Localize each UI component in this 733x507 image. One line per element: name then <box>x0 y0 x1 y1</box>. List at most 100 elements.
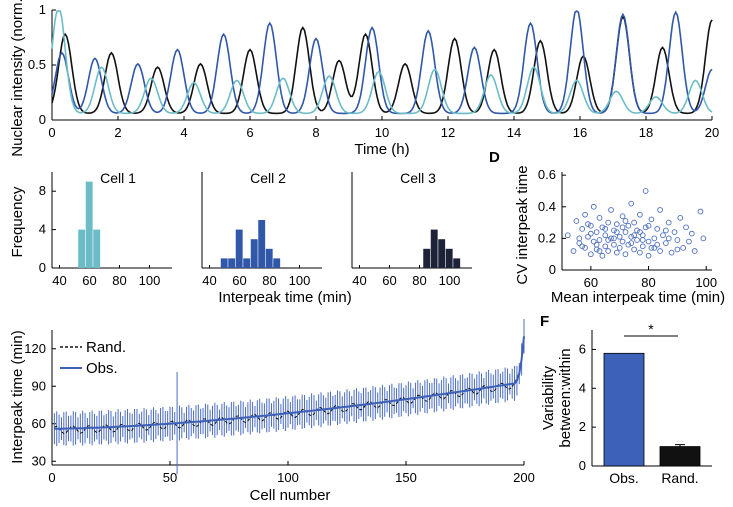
x-tick-label: 100 <box>439 273 461 288</box>
scatter-point <box>700 235 707 242</box>
variability-category-label: Rand. <box>661 470 698 486</box>
scatter-point <box>642 224 649 231</box>
scatter-point <box>576 235 583 242</box>
significance-star: * <box>648 321 654 337</box>
histogram-bar <box>85 181 93 268</box>
legend-rand-label: Rand. <box>86 339 126 356</box>
timecourse-x-ticks: 0 2 4 6 8 10 12 14 16 18 20 <box>48 116 719 140</box>
histogram-panel-3: Cell 3 40 60 80 100 <box>351 170 472 288</box>
scatter-point <box>599 224 606 231</box>
histogram-panel-2: Cell 2 40 60 80 100 <box>201 170 322 288</box>
scatter-point <box>611 227 617 234</box>
scatter-point <box>645 222 652 229</box>
scatter-point <box>582 211 588 218</box>
y-tick-label: 60 <box>32 416 46 431</box>
scatter-point <box>688 230 695 237</box>
scatter-point <box>587 251 594 258</box>
scatter-point <box>570 248 577 254</box>
scatter-point <box>691 248 698 254</box>
scatter-point <box>657 248 663 254</box>
scatter-point <box>645 238 652 245</box>
scatter-point <box>628 200 635 207</box>
scatter-point <box>596 237 603 243</box>
histogram-group: Cell 1 0 4 8 40 60 80 100 Cell 2 40 60 80 100 Cell 3 4… <box>39 170 472 288</box>
scatter-point <box>665 219 672 226</box>
scatter-point <box>622 218 629 224</box>
x-tick-label: 50 <box>163 470 177 485</box>
x-tick-label: 200 <box>513 470 535 485</box>
scatter-point <box>665 235 672 242</box>
histogram-bar <box>445 248 453 268</box>
y-tick-label: 0.5 <box>28 57 46 72</box>
timecourse-xlabel: Time (h) <box>354 141 409 158</box>
scatter-point <box>657 207 663 213</box>
x-tick-label: 60 <box>584 275 598 290</box>
variability-category-label: Obs. <box>609 470 639 486</box>
y-tick-label: 0.2 <box>538 230 556 245</box>
scatter-point <box>593 229 600 235</box>
y-tick-label: 0.4 <box>538 199 556 214</box>
scatter-point <box>602 232 609 239</box>
scatter-point <box>697 208 704 215</box>
histogram-bar <box>93 229 101 268</box>
y-tick-label: 120 <box>24 341 46 356</box>
scatter-point <box>593 241 600 248</box>
scatter-point <box>631 219 637 226</box>
y-tick-label: 8 <box>39 183 46 198</box>
x-tick-label: 4 <box>180 125 187 140</box>
scatter-point <box>677 214 684 221</box>
scatter-point <box>654 241 661 248</box>
cv-scatter-ylabel: CV interpeak time <box>514 165 531 284</box>
x-tick-label: 40 <box>352 273 366 288</box>
scatter-point <box>628 233 635 240</box>
histogram-title: Cell 3 <box>400 170 436 186</box>
x-tick-label: 2 <box>114 125 121 140</box>
scatter-point <box>683 224 689 231</box>
histogram-bar <box>265 248 273 268</box>
y-tick-label: 1 <box>39 2 46 17</box>
scatter-point <box>613 249 620 256</box>
scatter-point <box>608 235 614 242</box>
scatter-point <box>599 252 606 259</box>
histogram-bar <box>438 239 446 268</box>
scatter-point <box>602 243 609 250</box>
histogram-bar <box>273 258 281 268</box>
scatter-point <box>605 248 612 254</box>
cv-scatter-points <box>564 188 707 259</box>
scatter-point <box>582 245 588 251</box>
x-tick-label: 80 <box>112 273 126 288</box>
x-tick-label: 6 <box>246 125 253 140</box>
scatter-point <box>619 224 626 231</box>
x-tick-label: 60 <box>382 273 396 288</box>
scatter-point <box>564 232 571 239</box>
x-tick-label: 40 <box>202 273 216 288</box>
interpeak-lines <box>54 336 525 435</box>
x-tick-label: 40 <box>52 273 66 288</box>
scatter-point <box>662 240 669 246</box>
scatter-point <box>642 188 649 194</box>
y-tick-label: 2 <box>579 419 586 434</box>
scatter-point <box>590 238 597 245</box>
scatter-point <box>573 218 580 224</box>
scatter-point <box>585 233 591 240</box>
scatter-point <box>628 240 635 246</box>
scatter-point <box>668 249 675 256</box>
scatter-point <box>637 211 643 218</box>
histogram-ylabel: Frequency <box>9 186 26 257</box>
x-tick-label: 80 <box>641 275 655 290</box>
scatter-point <box>611 235 617 242</box>
scatter-point <box>605 237 612 243</box>
histogram-bar <box>228 258 236 268</box>
interpeak-legend: Rand. Obs. <box>60 339 126 377</box>
x-tick-label: 0 <box>48 470 55 485</box>
scatter-point <box>680 245 687 251</box>
scatter-point <box>596 248 603 254</box>
scatter-point <box>645 252 652 259</box>
scatter-point <box>579 226 586 232</box>
histogram-panels: Frequency Cell 1 0 4 8 40 60 80 100 Cell 2 40 60 80… <box>9 170 472 306</box>
histogram-bar <box>453 258 461 268</box>
x-tick-label: 20 <box>705 125 719 140</box>
y-tick-label: 90 <box>32 378 46 393</box>
scatter-point <box>613 221 620 228</box>
